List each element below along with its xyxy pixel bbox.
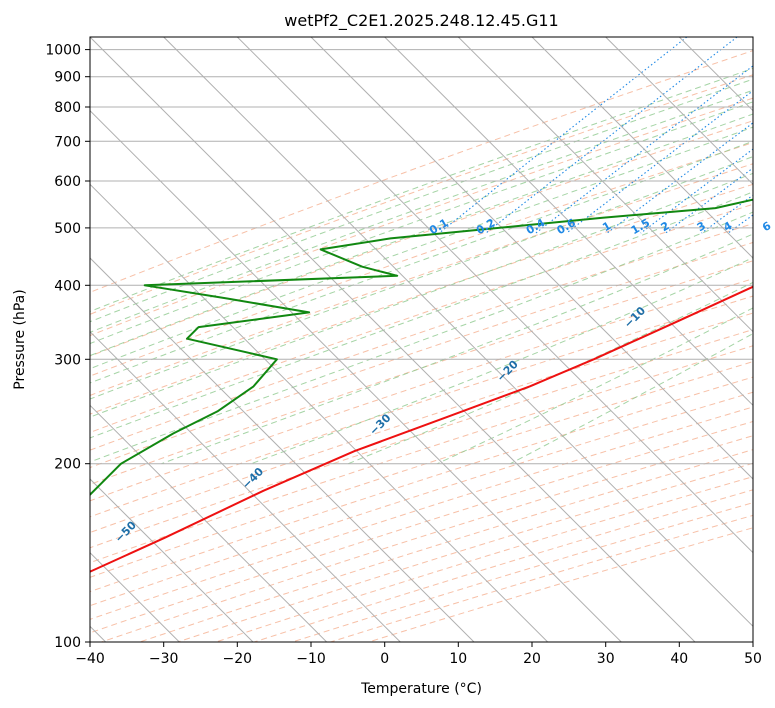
x-tick-label: 50	[744, 651, 762, 667]
y-tick-label: 100	[54, 635, 81, 651]
dry-adiabat	[90, 260, 753, 485]
dry-adiabat	[90, 278, 753, 502]
dry-adiabat	[90, 312, 753, 534]
mixing-ratio-line	[535, 65, 753, 234]
isotherm-line	[90, 404, 328, 642]
series-layer	[90, 198, 753, 573]
moist-adiabat	[90, 67, 753, 313]
moist-adiabat	[90, 113, 753, 357]
isotherm-line	[531, 37, 753, 259]
moist-adiabat	[90, 101, 753, 345]
mixing-ratio-line	[606, 122, 753, 234]
mixing-ratio-line	[438, 37, 688, 234]
dry-adiabat	[90, 183, 753, 415]
x-tick-label: −30	[149, 651, 179, 667]
y-tick-label: 900	[54, 70, 81, 86]
moist-adiabat	[90, 156, 753, 400]
y-tick-label: 200	[54, 457, 81, 473]
x-axis-label: Temperature (°C)	[360, 681, 482, 697]
dry-adiabat	[90, 50, 753, 293]
x-tick-label: 0	[380, 651, 389, 667]
isotherm-line	[457, 37, 753, 333]
mixing-ratio-line	[566, 90, 753, 234]
temperature-profile-line	[90, 285, 753, 573]
x-tick-label: −20	[223, 651, 253, 667]
isotherm-line	[90, 330, 401, 642]
moist-adiabat	[90, 126, 753, 370]
isotherm-line	[605, 37, 753, 186]
moist-adiabat	[348, 281, 753, 465]
chart-title: wetPf2_C2E1.2025.248.12.45.G11	[284, 11, 558, 31]
y-tick-label: 400	[54, 278, 81, 294]
x-tick-label: 40	[670, 651, 688, 667]
isotherm-line	[90, 478, 254, 642]
moist-adiabat	[90, 211, 753, 463]
y-tick-label: 800	[54, 100, 81, 116]
plot-frame	[89, 36, 754, 643]
isotherm-line	[236, 37, 753, 554]
dry-adiabat	[90, 97, 753, 337]
x-tick-label: −10	[296, 651, 326, 667]
x-tick-label: 10	[449, 651, 467, 667]
dry-adiabat	[90, 391, 753, 607]
x-tick-label: 30	[597, 651, 615, 667]
x-tick-label: 20	[523, 651, 541, 667]
dry-adiabat	[90, 223, 753, 451]
isotherm-line	[90, 183, 549, 642]
isotherm-line	[90, 109, 622, 642]
dry-adiabat	[90, 120, 753, 357]
y-axis-label: Pressure (hPa)	[12, 289, 28, 389]
dry-adiabat	[90, 74, 753, 315]
dry-adiabat	[90, 142, 753, 377]
dry-adiabat	[90, 163, 753, 396]
axes-layer: −40 −30 −20 −10 0 10 20 30 40 50 100 200 300 400 500 60…	[45, 43, 762, 667]
isotherm-line	[90, 37, 696, 642]
isotherm-line	[90, 257, 475, 642]
background-lines	[90, 37, 753, 642]
moist-adiabat	[90, 140, 753, 384]
dewpoint-profile-line	[90, 198, 753, 497]
moist-adiabat	[90, 172, 753, 418]
isotherm-line	[384, 37, 753, 407]
isotherm-line	[310, 37, 753, 480]
moist-adiabat	[90, 78, 753, 323]
dry-adiabat	[90, 329, 753, 549]
y-tick-label: 700	[54, 134, 81, 150]
y-tick-label: 300	[54, 352, 81, 368]
y-tick-label: 500	[54, 221, 81, 237]
isotherm-line	[163, 37, 753, 628]
y-tick-label: 1000	[45, 43, 81, 59]
moist-adiabat	[90, 89, 753, 333]
y-tick-label: 600	[54, 174, 81, 190]
x-tick-label: −40	[75, 651, 105, 667]
